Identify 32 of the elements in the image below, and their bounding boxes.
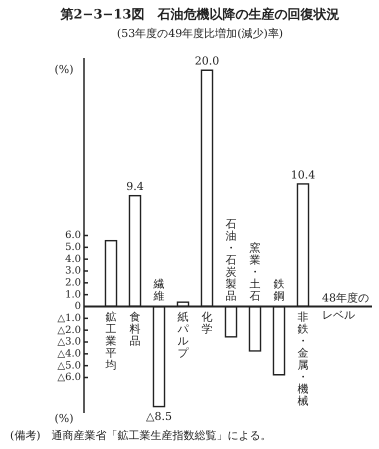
y-tick-label: 2.0 [65, 277, 81, 288]
x-tick-label: 窯業・土石 [250, 241, 260, 302]
data-label: 20.0 [194, 54, 220, 68]
x-tick-label: 鉄鋼 [274, 277, 284, 302]
y-tick-label: △1.0 [57, 312, 81, 324]
x-tick-label: 鉱工業平均 [104, 310, 116, 372]
annotation: △8.5 [146, 410, 172, 423]
y-tick-label: 6.0 [65, 230, 81, 242]
y-tick-label: 1.0 [65, 289, 81, 300]
y-tick-label: 5.0 [65, 242, 81, 253]
x-tick-label: 非鉄・金属・機械 [298, 310, 308, 408]
data-label: 9.4 [126, 180, 144, 194]
text: 48年度のレベル [322, 291, 369, 322]
x-tick-label: 化学 [202, 310, 212, 336]
y-axis-title: (%) [54, 62, 74, 76]
y-tick-label: △3.0 [57, 336, 81, 348]
y-tick-label: 0 [74, 301, 81, 312]
y-tick-label: △5.0 [57, 360, 81, 372]
chart-title: 第2−3−13図 石油危機以降の生産の回復状況 [60, 6, 340, 22]
y-tick-label: 4.0 [65, 254, 81, 265]
chart-subtitle: (53年度の49年度比増加(減少)率) [116, 26, 284, 40]
y-tick-label: 3.0 [65, 266, 81, 277]
y-tick-label: △2.0 [57, 324, 81, 336]
text: (備考) 通商産業省「鉱工業生産指数総覧」による。 [10, 428, 272, 442]
data-label: 10.4 [290, 168, 316, 182]
x-tick-label: 紙パルプ [176, 310, 190, 360]
x-tick-label: 繊維 [152, 277, 164, 302]
x-tick-label: 食料品 [130, 310, 140, 348]
text: (%) [54, 412, 74, 425]
x-tick-label: 石油・石炭製品 [226, 217, 236, 302]
y-tick-label: △4.0 [57, 348, 81, 360]
y-tick-label: △6.0 [57, 372, 81, 384]
